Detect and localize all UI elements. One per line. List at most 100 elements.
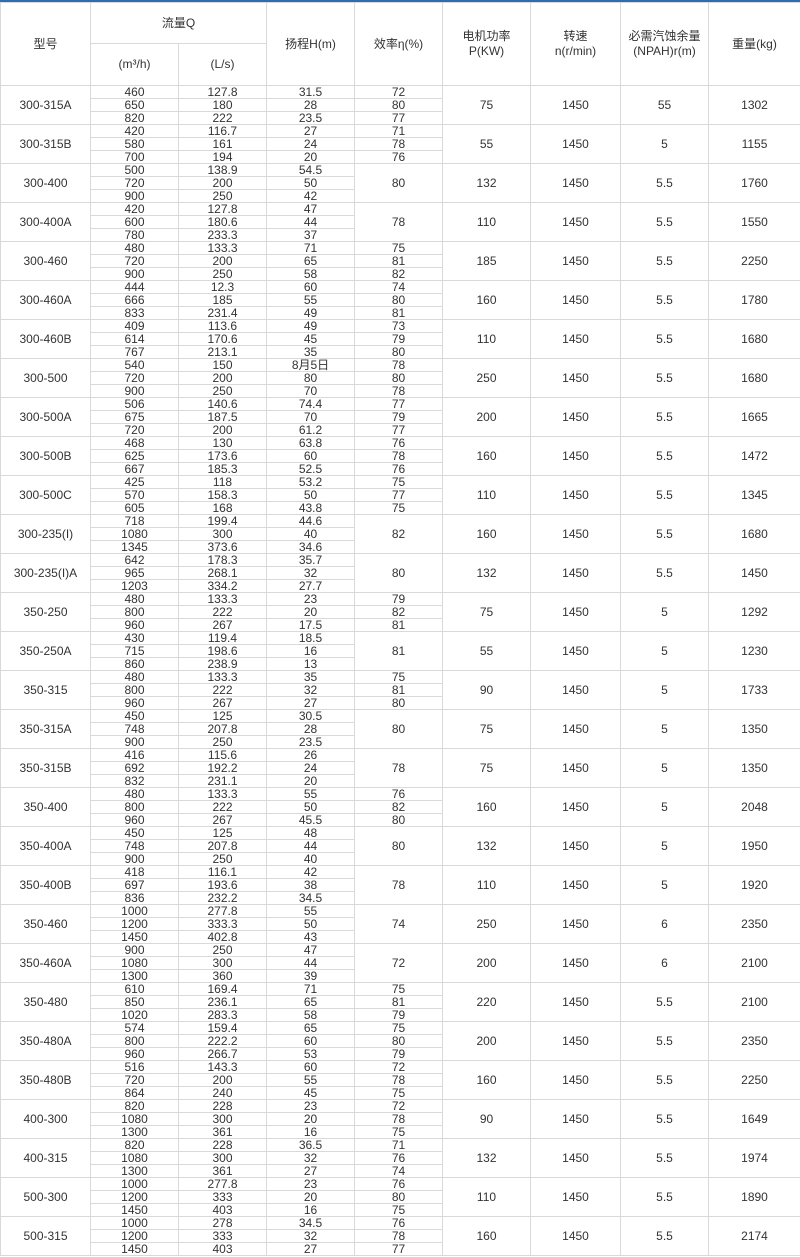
head-cell: 20 — [266, 774, 355, 788]
table-row: 960 267 17.5 81 — [1, 618, 800, 632]
npsh-cell: 5.5 — [620, 397, 709, 437]
head-cell: 23 — [266, 592, 355, 606]
header-efficiency: 效率η(%) — [354, 2, 443, 86]
flow-m3h-cell: 1450 — [90, 1242, 179, 1256]
flow-ls-cell: 236.1 — [178, 995, 267, 1009]
speed-cell: 1450 — [530, 592, 621, 632]
table-row: 350-250 480 133.3 23 79 75 1450 5 1292 — [0, 592, 800, 632]
speed-cell: 1450 — [530, 280, 621, 320]
head-cell: 74.4 — [266, 397, 355, 411]
efficiency-cell: 79 — [354, 1047, 443, 1061]
table-row: 666 185 55 80 — [1, 293, 800, 307]
table-row: 1300 361 16 75 — [1, 1125, 800, 1139]
head-cell: 23.5 — [266, 111, 355, 125]
npsh-cell: 5.5 — [620, 241, 709, 281]
table-row: 605 168 43.8 75 — [1, 501, 800, 515]
efficiency-cell: 75 — [354, 982, 443, 996]
head-cell: 35 — [266, 345, 355, 359]
model-cell: 300-400 — [0, 163, 91, 203]
flow-m3h-cell: 480 — [90, 241, 179, 255]
flow-ls-cell: 333 — [178, 1190, 267, 1204]
table-row: 350-400B 418 116.1 42 78 110 1450 5 1920 — [0, 865, 800, 905]
model-cell: 500-315 — [0, 1216, 91, 1256]
table-row: 300-400A 420 127.8 47 78 110 1450 5.5 1550 — [0, 202, 800, 242]
weight-cell: 1680 — [708, 319, 800, 359]
npsh-cell: 5.5 — [620, 319, 709, 359]
table-row: 350-460A 900 250 47 72 200 1450 6 2100 — [0, 943, 800, 983]
flow-ls-cell: 207.8 — [178, 839, 267, 853]
flow-m3h-cell: 960 — [90, 1047, 179, 1061]
header-npsh-line2: (NPAH)r(m) — [633, 44, 696, 58]
efficiency-cell: 78 — [354, 449, 443, 463]
weight-cell: 1345 — [708, 475, 800, 515]
table-row: 800 222 32 81 — [1, 683, 800, 697]
head-cell: 13 — [266, 657, 355, 671]
efficiency-cell: 78 — [354, 1073, 443, 1087]
npsh-cell: 5 — [620, 865, 709, 905]
efficiency-cell: 80 — [354, 371, 443, 385]
table-row: 1450 402.8 43 — [1, 930, 800, 944]
head-cell: 32 — [266, 566, 355, 580]
flow-ls-cell: 277.8 — [178, 1177, 267, 1191]
head-cell: 45 — [266, 332, 355, 346]
efficiency-cell: 76 — [354, 787, 443, 801]
speed-cell: 1450 — [530, 1216, 621, 1256]
model-cell: 350-315B — [0, 748, 91, 788]
flow-ls-cell: 133.3 — [178, 592, 267, 606]
flow-m3h-cell: 1020 — [90, 1008, 179, 1022]
model-cell: 350-480A — [0, 1021, 91, 1061]
table-row: 300-235(I)A 642 178.3 35.7 80 132 1450 5.5 1450 — [0, 553, 800, 593]
model-cell: 350-400 — [0, 787, 91, 827]
head-cell: 23 — [266, 1177, 355, 1191]
efficiency-cell: 79 — [354, 332, 443, 346]
head-cell: 70 — [266, 384, 355, 398]
flow-ls-cell: 170.6 — [178, 332, 267, 346]
efficiency-cell: 74 — [354, 280, 443, 294]
head-cell: 60 — [266, 1034, 355, 1048]
flow-m3h-cell: 625 — [90, 449, 179, 463]
head-cell: 50 — [266, 800, 355, 814]
table-row: 800 222.2 60 80 — [1, 1034, 800, 1048]
table-row: 300-500B 468 130 63.8 76 160 1450 5.5 1472 — [0, 436, 800, 476]
top-accent-bar — [0, 0, 800, 2]
flow-m3h-cell: 642 — [90, 553, 179, 567]
efficiency-cell: 76 — [354, 436, 443, 450]
efficiency-cell: 82 — [354, 800, 443, 814]
model-cell: 300-400A — [0, 202, 91, 242]
head-cell: 34.5 — [266, 891, 355, 905]
power-cell: 160 — [442, 787, 531, 827]
efficiency-cell: 78 — [354, 384, 443, 398]
model-cell: 350-315 — [0, 670, 91, 710]
efficiency-cell: 77 — [354, 1242, 443, 1256]
flow-ls-cell: 373.6 — [178, 540, 267, 554]
power-cell: 132 — [442, 826, 531, 866]
table-row: 1450 403 27 77 — [1, 1242, 800, 1256]
table-row: 350-460 1000 277.8 55 74 250 1450 6 2350 — [0, 904, 800, 944]
model-cell: 350-400A — [0, 826, 91, 866]
flow-ls-cell: 192.2 — [178, 761, 267, 775]
efficiency-cell: 77 — [354, 397, 443, 411]
efficiency-cell: 80 — [354, 709, 443, 749]
power-cell: 110 — [442, 202, 531, 242]
efficiency-cell: 75 — [354, 1021, 443, 1035]
speed-cell: 1450 — [530, 670, 621, 710]
table-row: 800 222 20 82 — [1, 605, 800, 619]
npsh-cell: 5 — [620, 787, 709, 827]
header-flow-m3h: (m³/h) — [90, 43, 179, 86]
table-row: 350-480A 574 159.4 65 75 200 1450 5.5 2350 — [0, 1021, 800, 1061]
flow-m3h-cell: 570 — [90, 488, 179, 502]
head-cell: 36.5 — [266, 1138, 355, 1152]
flow-m3h-cell: 425 — [90, 475, 179, 489]
head-cell: 42 — [266, 865, 355, 879]
speed-cell: 1450 — [530, 1060, 621, 1100]
flow-m3h-cell: 1300 — [90, 969, 179, 983]
flow-ls-cell: 222 — [178, 683, 267, 697]
speed-cell: 1450 — [530, 358, 621, 398]
head-cell: 49 — [266, 319, 355, 333]
head-cell: 43.8 — [266, 501, 355, 515]
model-cell: 350-315A — [0, 709, 91, 749]
head-cell: 18.5 — [266, 631, 355, 645]
flow-ls-cell: 403 — [178, 1203, 267, 1217]
table-row: 800 222 50 82 — [1, 800, 800, 814]
efficiency-cell: 72 — [354, 943, 443, 983]
